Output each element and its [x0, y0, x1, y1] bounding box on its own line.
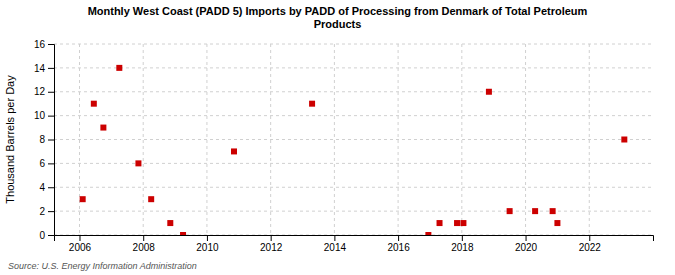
y-tick-mark [48, 187, 54, 188]
x-tick: 2010 [196, 235, 219, 253]
grid-line-y [54, 211, 653, 212]
grid-line-y [54, 115, 653, 116]
x-tick: 2018 [451, 235, 474, 253]
point [100, 125, 106, 131]
y-tick: 2 [39, 206, 54, 217]
point [80, 196, 86, 202]
y-tick: 14 [34, 63, 54, 74]
x-tick-label: 2010 [196, 242, 219, 253]
y-tick-label: 6 [39, 158, 45, 169]
point [148, 196, 154, 202]
y-tick-mark [48, 235, 54, 236]
y-tick-label: 16 [34, 39, 46, 50]
y-tick-mark [48, 44, 54, 45]
x-tick-label: 2014 [324, 242, 347, 253]
y-tick-label: 4 [39, 182, 45, 193]
y-axis-label: Thousand Barrels per Day [4, 75, 16, 204]
y-tick: 12 [34, 86, 54, 97]
y-axis-line [48, 45, 55, 236]
y-tick-mark [48, 68, 54, 69]
y-tick: 8 [39, 134, 54, 145]
point [91, 101, 97, 107]
point [532, 208, 538, 214]
x-tick-mark [79, 235, 80, 241]
y-tick-mark [48, 163, 54, 164]
x-tick-mark [589, 235, 590, 241]
x-tick-label: 2020 [515, 242, 538, 253]
point [454, 220, 460, 226]
x-tick-label: 2016 [387, 242, 410, 253]
x-tick: 2014 [324, 235, 347, 253]
point [486, 89, 492, 95]
x-tick-label: 2006 [69, 242, 92, 253]
grid-line-x [143, 44, 144, 235]
grid-line-y [54, 91, 653, 92]
title-line: Monthly West Coast (PADD 5) Imports by P… [88, 5, 588, 17]
grid-line-y [54, 67, 653, 68]
plot-area: 2006 2008 2010 2012 2014 2016 2018 2020 2022 0 2 4 6… [34, 39, 654, 253]
x-tick: 2016 [387, 235, 410, 253]
point [116, 65, 122, 71]
x-tick-mark [334, 235, 335, 241]
x-tick-mark [398, 235, 399, 241]
y-axis: 0 2 4 6 8 10 12 14 16 [34, 39, 55, 241]
point [437, 220, 443, 226]
x-tick-mark [143, 235, 144, 241]
x-tick-label: 2008 [133, 242, 156, 253]
y-tick: 10 [34, 110, 54, 121]
chart: Monthly West Coast (PADD 5) Imports by P… [0, 0, 675, 275]
grid [54, 44, 653, 235]
x-tick-label: 2018 [451, 242, 474, 253]
point [507, 208, 513, 214]
point [309, 101, 315, 107]
x-tick: 2008 [133, 235, 156, 253]
y-tick-label: 10 [34, 110, 46, 121]
points [80, 65, 628, 235]
grid-line-x [334, 44, 335, 235]
x-tick-mark [207, 235, 208, 241]
x-axis: 2006 2008 2010 2012 2014 2016 2018 2020 2022 [55, 235, 654, 253]
point [425, 232, 431, 235]
x-tick-mark [271, 235, 272, 241]
title: Monthly West Coast (PADD 5) Imports by P… [88, 5, 588, 30]
point [231, 148, 237, 154]
x-axis-line [55, 236, 654, 242]
y-tick-mark [48, 211, 54, 212]
y-tick-mark [48, 116, 54, 117]
x-tick-label: 2022 [579, 242, 602, 253]
y-tick-label: 14 [34, 63, 46, 74]
point [135, 160, 141, 166]
grid-line-y [54, 44, 653, 45]
y-tick-label: 0 [39, 230, 45, 241]
point [180, 232, 186, 235]
title-line: Products [314, 18, 362, 30]
y-tick-mark [48, 140, 54, 141]
y-tick-label: 12 [34, 86, 46, 97]
y-tick-label: 2 [39, 206, 45, 217]
point [554, 220, 560, 226]
x-tick-mark [526, 235, 527, 241]
y-tick: 6 [39, 158, 54, 169]
x-tick: 2022 [579, 235, 602, 253]
grid-line-y [54, 139, 653, 140]
grid-line-y [54, 163, 653, 164]
x-tick-label: 2012 [260, 242, 283, 253]
grid-line-x [525, 44, 526, 235]
y-tick-label: 8 [39, 134, 45, 145]
x-tick: 2012 [260, 235, 283, 253]
y-tick: 0 [39, 230, 54, 241]
point [621, 137, 627, 143]
point [550, 208, 556, 214]
x-tick: 2020 [515, 235, 538, 253]
y-tick: 16 [34, 39, 54, 50]
x-tick-mark [462, 235, 463, 241]
y-tick: 4 [39, 182, 54, 193]
y-tick-mark [48, 92, 54, 93]
grid-line-y [54, 187, 653, 188]
annotation: Source: U.S. Energy Information Administ… [8, 261, 197, 271]
point [460, 220, 466, 226]
x-tick: 2006 [69, 235, 92, 253]
point [167, 220, 173, 226]
